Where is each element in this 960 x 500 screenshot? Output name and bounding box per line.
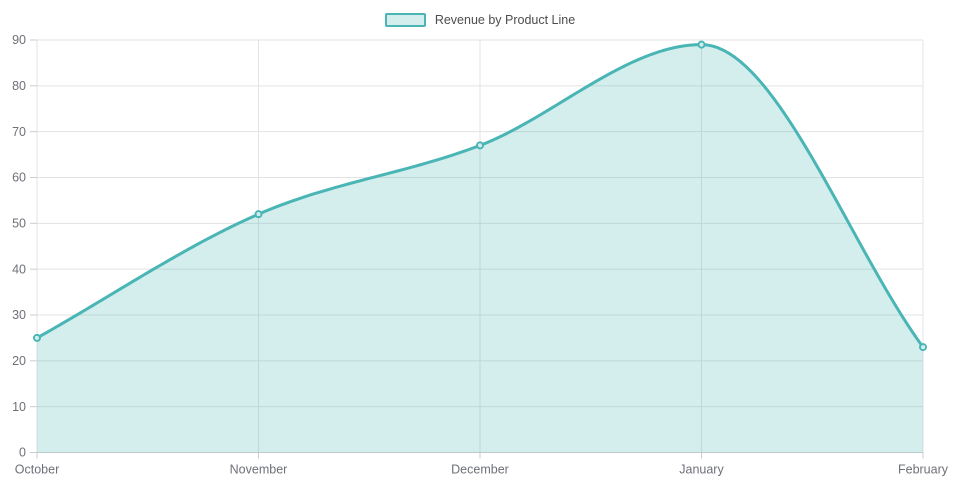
data-point-marker[interactable] xyxy=(476,141,484,150)
y-axis-label: 10 xyxy=(12,400,26,414)
y-axis-label: 40 xyxy=(12,262,26,276)
x-axis-label: January xyxy=(679,463,724,477)
y-axis-label: 80 xyxy=(12,79,26,93)
y-axis-label: 50 xyxy=(12,217,26,231)
y-axis-label: 70 xyxy=(12,125,26,139)
y-axis-label: 30 xyxy=(12,308,26,322)
area-fill xyxy=(37,44,923,453)
y-axis-label: 90 xyxy=(12,33,26,47)
data-point-marker[interactable] xyxy=(33,333,41,342)
data-point-marker[interactable] xyxy=(919,343,927,352)
y-axis-label: 60 xyxy=(12,171,26,185)
x-axis-label: February xyxy=(898,463,949,477)
y-axis-label: 20 xyxy=(12,354,26,368)
x-axis-label: December xyxy=(451,463,509,477)
x-axis-label: October xyxy=(15,463,59,477)
legend-swatch-icon xyxy=(384,13,426,27)
x-axis-label: November xyxy=(230,463,288,477)
data-point-marker[interactable] xyxy=(697,40,706,49)
y-axis-label: 0 xyxy=(19,446,26,460)
chart-legend[interactable]: Revenue by Product Line xyxy=(0,13,960,27)
legend-label: Revenue by Product Line xyxy=(434,13,576,27)
data-point-marker[interactable] xyxy=(254,210,263,219)
